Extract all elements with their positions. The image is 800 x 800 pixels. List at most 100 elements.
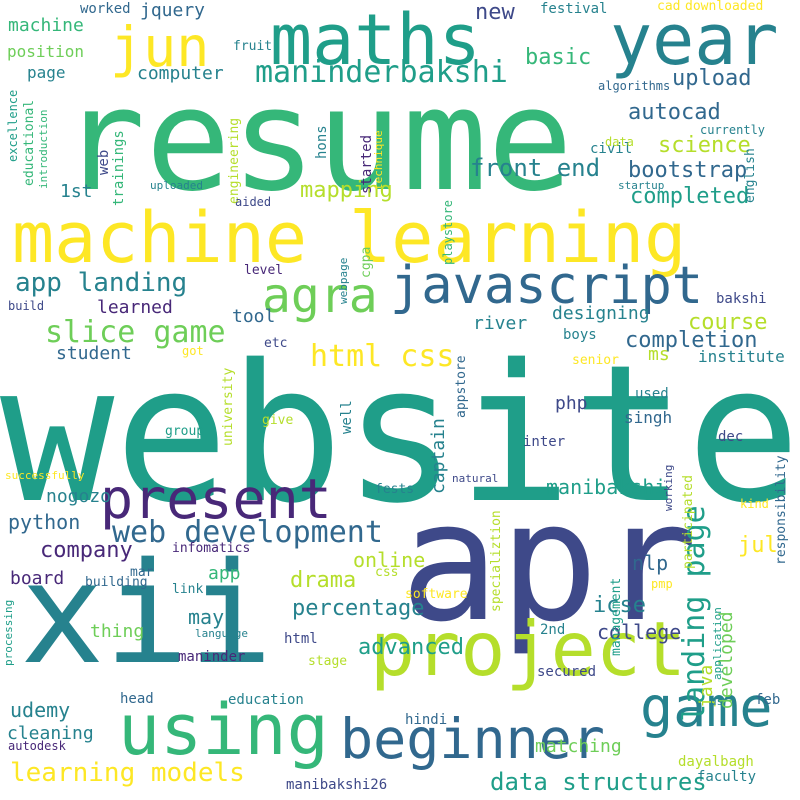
- word-processing: processing: [2, 599, 15, 666]
- word-game: game: [640, 675, 773, 739]
- word-javascript: javascript: [390, 256, 704, 316]
- word-natural: natural: [452, 472, 499, 485]
- word-project: project: [370, 605, 687, 693]
- word-english: english: [743, 148, 758, 203]
- word-worked: worked: [80, 1, 131, 17]
- word-mar: mar: [130, 565, 154, 580]
- word-may: may: [188, 605, 225, 629]
- word-dayalbagh: dayalbagh: [678, 754, 754, 770]
- word-currently: currently: [700, 123, 766, 137]
- word-senior: senior: [572, 353, 619, 368]
- word-maninderbakshi: maninderbakshi: [255, 55, 508, 90]
- word-app: app: [208, 563, 241, 584]
- word-html-css: html css: [310, 339, 455, 374]
- word-machine-learning: machine learning: [12, 197, 687, 279]
- word-technique: technique: [372, 130, 385, 190]
- word-css: css: [375, 565, 399, 580]
- word-autocad: autocad: [628, 100, 721, 125]
- word-resume: resume: [60, 58, 573, 223]
- word-designing: designing: [552, 303, 650, 324]
- word-link: link: [172, 582, 204, 597]
- word-education: education: [228, 692, 304, 708]
- word-company: company: [40, 538, 133, 563]
- word-head: head: [120, 691, 154, 707]
- word-nogozo: nogozo: [46, 486, 112, 507]
- word-maninder: maninder: [178, 649, 246, 665]
- word-singh: singh: [624, 408, 673, 427]
- word-educational: educational: [22, 99, 37, 186]
- word-management: management: [609, 577, 624, 656]
- word-front-end: front end: [470, 154, 601, 182]
- word-computer: computer: [137, 63, 224, 84]
- word-build: build: [8, 299, 45, 313]
- word-cad: cad: [657, 0, 681, 14]
- word-web: web: [96, 149, 112, 175]
- word-hindi: hindi: [405, 712, 448, 728]
- word-software: software: [405, 587, 468, 602]
- word-feb: feb: [755, 692, 781, 708]
- word-learned: learned: [97, 297, 173, 318]
- word-downloaded: downloaded: [685, 0, 764, 14]
- word-completion: completion: [625, 328, 758, 353]
- word-present: present: [100, 467, 332, 531]
- word-upload: upload: [672, 66, 752, 91]
- word-language: language: [195, 627, 248, 640]
- word-drama: drama: [290, 568, 357, 593]
- word-university: university: [221, 367, 236, 446]
- word-ms: ms: [648, 344, 670, 365]
- word-captain: captain: [428, 418, 449, 494]
- word-python: python: [8, 510, 81, 534]
- word-html: html: [284, 631, 318, 647]
- word-app-landing: app landing: [15, 268, 188, 298]
- word-machine: machine: [8, 15, 84, 36]
- word-learning-models: learning models: [10, 758, 245, 788]
- word-jul: jul: [738, 533, 778, 558]
- word-completed: completed: [630, 184, 750, 209]
- word-playstore: playstore: [441, 199, 455, 265]
- word-data: data: [605, 135, 634, 149]
- word-agra: agra: [262, 268, 378, 324]
- word-algorithms: algorithms: [598, 79, 671, 93]
- word-inter: inter: [523, 434, 566, 450]
- word-apr: apr: [400, 466, 699, 658]
- word-aided: aided: [235, 195, 272, 209]
- word-webpage: webpage: [337, 257, 350, 304]
- word-autodesk: autodesk: [8, 739, 66, 753]
- word-responsibility: responsibility: [774, 455, 789, 565]
- word-institute: institute: [698, 347, 785, 366]
- word-introduction: introduction: [37, 109, 50, 189]
- word-website: website: [0, 324, 800, 545]
- word-page: page: [27, 63, 66, 82]
- word-specializtion: specializtion: [489, 510, 504, 612]
- word-jquery: jquery: [140, 0, 206, 21]
- word-web-development: web development: [112, 515, 383, 550]
- word-position: position: [7, 42, 85, 61]
- word-etc: etc: [264, 336, 288, 351]
- word-online: online: [353, 548, 426, 572]
- word-percentage: percentage: [292, 596, 425, 621]
- word-student: student: [56, 343, 132, 364]
- word-maths: maths: [270, 0, 481, 81]
- word-fruit: fruit: [233, 39, 273, 54]
- word-2nd: 2nd: [540, 622, 566, 638]
- word-fests: fests: [375, 482, 415, 497]
- word-data-structures: data structures: [490, 768, 707, 796]
- word-icse: icse: [593, 593, 646, 618]
- word-php: php: [555, 393, 588, 414]
- word-jun: jun: [110, 15, 210, 79]
- word-festival: festival: [540, 1, 608, 17]
- word-cgpa: cgpa: [359, 246, 374, 278]
- word-matching: matching: [535, 736, 622, 757]
- word-give: give: [262, 413, 294, 428]
- word-year: year: [610, 0, 779, 81]
- word-beginner: beginner: [340, 707, 605, 771]
- word-application: application: [711, 607, 724, 680]
- word-1st: 1st: [60, 181, 93, 202]
- word-manibakshi: manibakshi: [546, 475, 667, 499]
- word-boys: boys: [563, 327, 597, 343]
- word-new: new: [475, 0, 515, 25]
- word-science: science: [658, 133, 751, 158]
- word-used: used: [635, 386, 669, 402]
- word-dec: dec: [718, 429, 744, 445]
- word-udemy: udemy: [10, 698, 71, 722]
